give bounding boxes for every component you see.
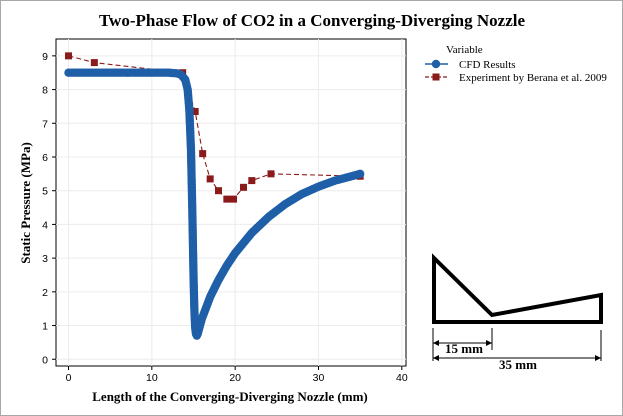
y-tick-label: 8 <box>42 85 48 97</box>
legend-exp-label: Experiment by Berana et al. 2009 <box>459 72 607 84</box>
legend-cfd-marker <box>431 59 441 69</box>
x-tick-label: 20 <box>229 372 241 384</box>
experiment-point <box>230 195 237 203</box>
experiment-point <box>240 183 247 191</box>
experiment-point <box>191 107 199 115</box>
y-tick-label: 9 <box>42 51 48 63</box>
y-tick-label: 2 <box>42 287 48 299</box>
nozzle-shape <box>432 253 603 324</box>
experiment-point <box>215 187 222 195</box>
dim-label-15mm: 15 mm <box>445 341 483 356</box>
y-tick-label: 3 <box>42 253 48 265</box>
experiment-point <box>206 175 214 183</box>
nozzle-inset: 15 mm 35 mm <box>432 253 603 372</box>
y-tick-label: 5 <box>42 186 48 198</box>
y-axis-label: Static Pressure (MPa) <box>18 142 33 264</box>
experiment-point <box>248 177 256 185</box>
experiment-point <box>223 195 231 203</box>
legend-title: Variable <box>446 44 483 56</box>
cfd-point <box>355 169 365 179</box>
x-axis-ticks: 0 10 20 30 40 <box>66 366 408 384</box>
dim-arrow-15-left <box>433 340 439 346</box>
y-tick-label: 1 <box>42 321 48 333</box>
experiment-point <box>90 59 98 67</box>
dim-arrow-35-left <box>433 355 439 361</box>
x-tick-label: 40 <box>396 372 408 384</box>
legend-cfd-label: CFD Results <box>459 59 516 71</box>
experiment-point <box>65 52 72 60</box>
dim-label-35mm: 35 mm <box>499 357 537 372</box>
x-tick-label: 0 <box>66 372 72 384</box>
y-tick-label: 6 <box>42 152 48 164</box>
y-tick-label: 4 <box>42 219 48 231</box>
series-cfd <box>64 68 365 340</box>
y-tick-label: 7 <box>42 118 48 130</box>
y-axis-ticks: 0 1 2 3 4 5 6 7 8 9 <box>42 51 56 366</box>
x-tick-label: 10 <box>146 372 158 384</box>
dim-arrow-35-right <box>595 355 601 361</box>
experiment-point <box>267 170 275 178</box>
chart-title: Two-Phase Flow of CO2 in a Converging-Di… <box>99 11 526 30</box>
x-tick-label: 30 <box>313 372 325 384</box>
legend: Variable CFD Results Experiment by Beran… <box>425 44 607 84</box>
legend-exp-marker <box>432 73 440 81</box>
experiment-point <box>199 150 207 158</box>
y-tick-label: 0 <box>42 354 48 366</box>
x-axis-label: Length of the Converging-Diverging Nozzl… <box>92 389 367 404</box>
dim-arrow-15-right <box>486 340 492 346</box>
